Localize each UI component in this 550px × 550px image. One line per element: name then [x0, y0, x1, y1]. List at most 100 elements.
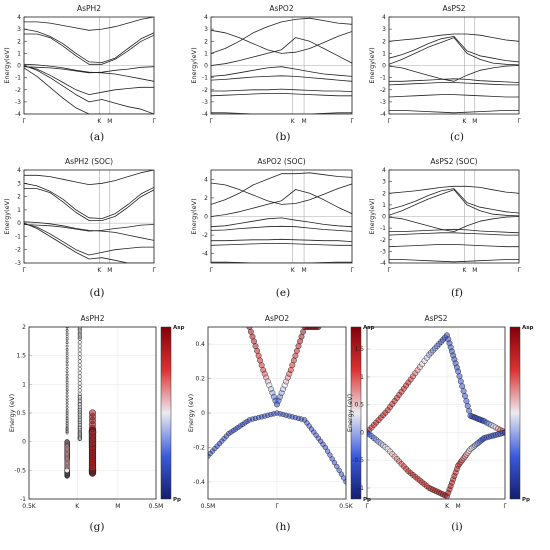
projected-band-point	[65, 405, 69, 409]
y-tick-label: -2	[380, 237, 386, 244]
projected-band-point	[65, 381, 69, 384]
colorbar-top-label: Asp	[173, 325, 185, 331]
panel-caption: (h)	[276, 521, 291, 533]
x-tick-label: K	[462, 267, 467, 274]
x-tick-label: M	[301, 118, 306, 125]
y-tick-label: -1	[15, 75, 21, 82]
projected-band-point	[65, 329, 69, 333]
band-line-1	[24, 28, 154, 63]
band-line-3	[24, 17, 154, 31]
y-tick-label: -1	[358, 485, 364, 492]
x-tick-label: Γ	[152, 267, 156, 274]
y-tick-label: -2	[380, 87, 386, 94]
y-tick-label: -4	[15, 111, 21, 118]
y-tick-label: 1.5	[354, 346, 364, 353]
panel-title: AsPS2	[424, 314, 447, 323]
projected-band-point	[77, 395, 82, 400]
y-tick-label: 0	[382, 214, 386, 221]
y-tick-label: -4	[380, 111, 386, 118]
panel-caption: (e)	[276, 287, 290, 299]
y-tick-label: 1	[204, 50, 208, 57]
projected-band-point	[77, 398, 82, 403]
projected-band-point	[77, 347, 82, 352]
y-tick-label: 0.5	[354, 402, 364, 409]
projected-band-point	[77, 370, 82, 375]
y-axis-label: Energy(eV)	[368, 47, 376, 83]
projected-band-point	[77, 402, 82, 407]
projected-band-point	[65, 408, 69, 412]
x-tick-label: Γ	[275, 503, 279, 510]
band-line-3	[389, 37, 519, 66]
y-tick-label: 0	[204, 214, 208, 221]
projected-band-point	[77, 344, 82, 349]
y-tick-label: -0.2	[193, 444, 205, 451]
y-tick-label: 0	[382, 63, 386, 70]
y-tick-label: 2	[382, 38, 386, 45]
band-line-1	[211, 182, 352, 205]
projected-band-point	[65, 367, 69, 370]
band-line-5	[24, 63, 154, 82]
band-line-5	[211, 75, 352, 82]
projected-band-point	[324, 448, 331, 454]
plot-frame	[366, 326, 506, 500]
projected-band-point	[65, 352, 69, 356]
x-tick-label: K	[462, 118, 467, 125]
projected-band-point	[343, 479, 346, 485]
projected-band-point	[77, 363, 82, 368]
colorbar-bottom-label: Pp	[522, 497, 530, 503]
band-line-5	[24, 221, 154, 241]
y-axis-label: Energy (eV)	[8, 394, 16, 432]
panel-title: AsPH2 (SOC)	[65, 157, 113, 166]
projected-band-point	[341, 475, 346, 481]
band-line-7	[24, 223, 154, 256]
y-tick-label: -4	[202, 251, 208, 258]
x-tick-label: M	[107, 267, 112, 274]
y-tick-label: 2	[17, 38, 21, 45]
panel-title: AsPO2 (SOC)	[257, 157, 305, 166]
y-tick-label: -0.4	[193, 479, 205, 486]
projected-band-point	[65, 411, 69, 415]
y-tick-label: 0.4	[195, 341, 205, 348]
x-tick-label: M	[472, 118, 477, 125]
y-tick-label: 1.5	[16, 353, 26, 360]
panel-caption: (d)	[90, 287, 105, 299]
band-line-6	[211, 88, 352, 92]
projected-band-point	[65, 333, 69, 336]
projected-band-point	[65, 377, 69, 381]
x-tick-label: Γ	[387, 267, 391, 274]
y-tick-label: -2	[202, 87, 208, 94]
band-line-3	[389, 189, 519, 217]
band-line-8	[389, 259, 519, 263]
projected-band-point	[77, 381, 82, 386]
band-line-2	[389, 188, 519, 214]
panel-caption: (f)	[451, 287, 463, 299]
x-tick-label: K	[291, 118, 296, 125]
band-line-8	[24, 65, 154, 95]
projected-band-point	[462, 393, 468, 399]
x-tick-label: K	[445, 503, 450, 510]
x-tick-label: Γ	[365, 503, 369, 510]
x-tick-label: K	[97, 118, 102, 125]
y-tick-label: -3	[380, 248, 386, 255]
x-tick-label: 0.5M	[149, 503, 164, 510]
projected-band-point	[65, 414, 69, 418]
projected-band-point	[460, 388, 467, 395]
projected-band-point	[65, 417, 69, 421]
plot-frame	[28, 326, 157, 500]
band-line-6	[389, 232, 519, 236]
y-tick-label: 4	[382, 167, 386, 174]
band-line-8	[211, 112, 352, 114]
y-tick-label: -1	[20, 496, 26, 503]
projected-band-point	[65, 384, 69, 388]
plot-frame	[23, 16, 155, 115]
projected-band-point	[77, 359, 82, 364]
y-tick-label: -3	[202, 99, 208, 106]
x-tick-label: Γ	[152, 118, 156, 125]
band-line-1	[211, 29, 352, 54]
x-tick-label: Γ	[517, 267, 521, 274]
y-tick-label: 3	[204, 26, 208, 33]
y-tick-label: 1	[360, 374, 364, 381]
x-tick-label: Γ	[503, 503, 507, 510]
